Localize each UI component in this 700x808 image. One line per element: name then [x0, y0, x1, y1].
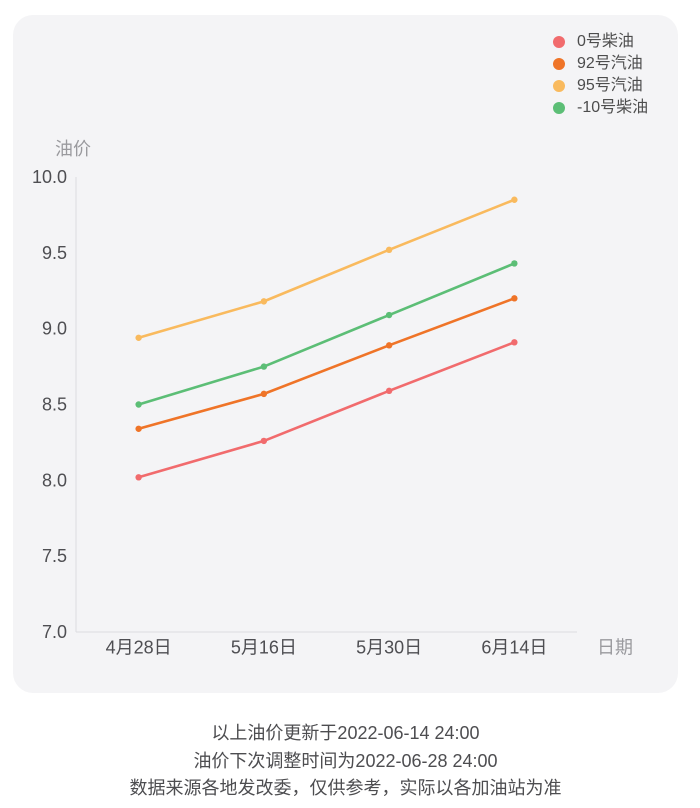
svg-text:5月16日: 5月16日 [231, 638, 297, 658]
svg-text:4月28日: 4月28日 [106, 638, 172, 658]
chart-legend: 0号柴油 92号汽油 95号汽油 -10号柴油 [553, 31, 648, 119]
legend-item-diesel-minus10[interactable]: -10号柴油 [553, 97, 648, 119]
legend-dot-icon [553, 36, 565, 48]
svg-text:油价: 油价 [55, 139, 91, 159]
legend-item-gasoline-92[interactable]: 92号汽油 [553, 53, 648, 75]
footer-line-next-adjust: 油价下次调整时间为2022-06-28 24:00 [193, 750, 498, 771]
svg-text:9.5: 9.5 [42, 243, 67, 263]
legend-dot-icon [553, 58, 565, 70]
legend-item-label: -10号柴油 [577, 99, 649, 116]
footer-line-source: 数据来源各地发改委，仅供参考，实际以各加油站为准 [129, 778, 562, 798]
legend-item-label: 0号柴油 [577, 33, 634, 50]
footer-line-updated: 以上油价更新于2022-06-14 24:00 [211, 723, 480, 743]
svg-text:9.0: 9.0 [42, 319, 67, 339]
svg-text:7.0: 7.0 [42, 622, 67, 642]
legend-item-gasoline-95[interactable]: 95号汽油 [553, 75, 648, 97]
legend-dot-icon [553, 80, 565, 92]
price-line-chart[interactable]: 7.0 7.5 8.0 8.5 9.0 9.5 10.0 4月28日 5月16日 5月30日 6月1… [13, 15, 678, 693]
svg-text:6月14日: 6月14日 [481, 638, 547, 658]
footer-notes: 以上油价更新于2022-06-14 24:00 油价下次调整时间为2022-06… [13, 720, 678, 803]
legend-item-label: 92号汽油 [577, 55, 643, 72]
svg-text:7.5: 7.5 [42, 546, 67, 566]
legend-item-label: 95号汽油 [577, 77, 643, 94]
svg-text:5月30日: 5月30日 [356, 638, 422, 658]
svg-text:日期: 日期 [597, 638, 633, 658]
svg-text:10.0: 10.0 [32, 167, 67, 187]
legend-item-diesel-0[interactable]: 0号柴油 [553, 31, 648, 53]
oil-price-card: 7.0 7.5 8.0 8.5 9.0 9.5 10.0 4月28日 5月16日 5月30日 6月1… [13, 15, 678, 693]
svg-text:8.0: 8.0 [42, 470, 67, 490]
legend-dot-icon [553, 102, 565, 114]
svg-text:8.5: 8.5 [42, 395, 67, 415]
